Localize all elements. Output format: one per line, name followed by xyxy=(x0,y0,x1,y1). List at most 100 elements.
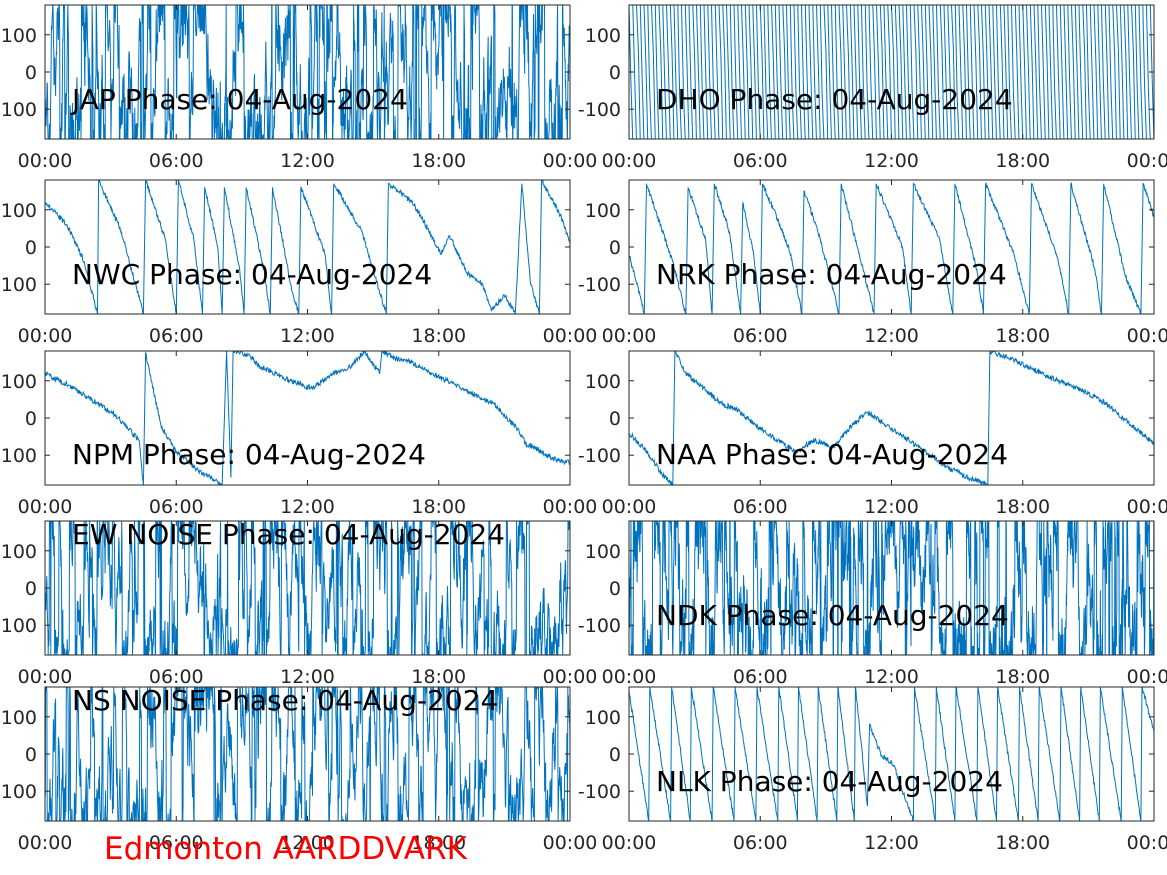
x-tick-label: 18:00 xyxy=(411,496,466,518)
y-tick-label: -100 xyxy=(578,99,621,121)
x-tick-label: 00:00 xyxy=(602,325,657,347)
y-tick-label: 0 xyxy=(25,744,37,766)
x-tick-label: 00:00 xyxy=(602,150,657,172)
panel-title-ndk: NDK Phase: 04-Aug-2024 xyxy=(656,599,1009,632)
x-tick-label: 12:00 xyxy=(280,496,335,518)
y-tick-label: -100 xyxy=(578,445,621,467)
panel-title-nwc: NWC Phase: 04-Aug-2024 xyxy=(72,258,432,291)
x-tick-label: 06:00 xyxy=(149,666,204,688)
y-tick-label: 100 xyxy=(585,371,621,393)
panel-title-ns-noise: NS NOISE Phase: 04-Aug-2024 xyxy=(72,684,498,717)
y-tick-label: -100 xyxy=(578,781,621,803)
panel-nrk: 00:00 06:00 12:00 18:00 00:00 -100 0 100 NRK Pha… xyxy=(578,179,1167,347)
x-tick-label: 06:00 xyxy=(149,832,204,854)
panel-title-nrk: NRK Phase: 04-Aug-2024 xyxy=(656,258,1007,291)
x-tick-label: 00:00 xyxy=(18,496,73,518)
axes-box-nwc xyxy=(44,179,571,315)
panel-title-nlk: NLK Phase: 04-Aug-2024 xyxy=(656,765,1003,798)
x-tick-label: 06:00 xyxy=(733,496,788,518)
y-tick-label: -100 xyxy=(0,615,37,637)
y-tick-label: 0 xyxy=(25,62,37,84)
phase-series-ndk xyxy=(629,521,1154,655)
y-tick-label: 100 xyxy=(1,371,37,393)
x-tick-label: 00:00 xyxy=(602,496,657,518)
x-tick-label: 06:00 xyxy=(149,150,204,172)
y-tick-label: 100 xyxy=(1,707,37,729)
panel-title-ew-noise: EW NOISE Phase: 04-Aug-2024 xyxy=(72,518,505,551)
phase-series-naa xyxy=(629,351,1154,485)
y-tick-label: -100 xyxy=(578,615,621,637)
x-tick-label: 00:00 xyxy=(543,666,598,688)
x-tick-label: 06:00 xyxy=(149,496,204,518)
x-tick-label: 00:00 xyxy=(543,325,598,347)
x-tick-label: 00:00 xyxy=(543,150,598,172)
y-tick-label: 0 xyxy=(25,578,37,600)
y-tick-label: 100 xyxy=(585,707,621,729)
x-tick-label: 12:00 xyxy=(280,666,335,688)
panels-grid: 00:00 06:00 12:00 18:00 00:00 -100 0 100 JAP Pha… xyxy=(0,4,1167,854)
x-tick-label: 18:00 xyxy=(995,325,1050,347)
x-tick-label: 00:00 xyxy=(602,832,657,854)
x-tick-label: 06:00 xyxy=(733,666,788,688)
y-tick-label: 0 xyxy=(609,62,621,84)
axes-box-nlk xyxy=(628,686,1155,822)
x-tick-label: 18:00 xyxy=(995,666,1050,688)
x-tick-label: 00:00 xyxy=(1127,666,1167,688)
x-tick-label: 00:00 xyxy=(1127,150,1167,172)
panel-nwc: 00:00 06:00 12:00 18:00 00:00 -100 0 100 NWC Pha… xyxy=(0,179,598,347)
x-tick-label: 00:00 xyxy=(543,496,598,518)
y-tick-label: -100 xyxy=(0,274,37,296)
x-tick-label: 06:00 xyxy=(149,325,204,347)
x-tick-label: 12:00 xyxy=(280,832,335,854)
y-tick-label: 0 xyxy=(609,408,621,430)
panel-nlk: 00:00 06:00 12:00 18:00 00:00 -100 0 100 NLK Pha… xyxy=(578,686,1167,854)
x-tick-label: 12:00 xyxy=(864,150,919,172)
panel-ndk: 00:00 06:00 12:00 18:00 00:00 -100 0 100 NDK Pha… xyxy=(578,520,1167,688)
panel-naa: 00:00 06:00 12:00 18:00 00:00 -100 0 100 NAA Pha… xyxy=(578,350,1167,518)
x-tick-label: 06:00 xyxy=(733,832,788,854)
phase-series-dho xyxy=(629,5,1154,139)
y-tick-label: 100 xyxy=(1,200,37,222)
y-tick-label: -100 xyxy=(578,274,621,296)
x-tick-label: 12:00 xyxy=(864,832,919,854)
panel-title-npm: NPM Phase: 04-Aug-2024 xyxy=(72,438,426,471)
phase-series-ew-noise xyxy=(45,521,570,655)
phase-series-nlk xyxy=(629,687,1154,821)
x-tick-label: 12:00 xyxy=(864,496,919,518)
y-tick-label: -100 xyxy=(0,99,37,121)
panel-jap: 00:00 06:00 12:00 18:00 00:00 -100 0 100 JAP Pha… xyxy=(0,4,598,172)
x-tick-label: 00:00 xyxy=(543,832,598,854)
y-tick-label: 0 xyxy=(25,237,37,259)
y-tick-label: -100 xyxy=(0,445,37,467)
phase-series-jap xyxy=(45,5,570,139)
panel-ew-noise: 00:00 06:00 12:00 18:00 00:00 -100 0 100 EW NOIS… xyxy=(0,518,597,688)
y-tick-label: 100 xyxy=(585,541,621,563)
y-tick-label: 100 xyxy=(585,25,621,47)
x-tick-label: 18:00 xyxy=(411,325,466,347)
y-tick-label: 0 xyxy=(609,744,621,766)
x-tick-label: 00:00 xyxy=(18,666,73,688)
x-tick-label: 00:00 xyxy=(1127,832,1167,854)
y-tick-label: 100 xyxy=(585,200,621,222)
panel-title-dho: DHO Phase: 04-Aug-2024 xyxy=(656,83,1013,116)
panel-title-jap: JAP Phase: 04-Aug-2024 xyxy=(70,83,408,116)
y-tick-label: 100 xyxy=(1,541,37,563)
x-tick-label: 18:00 xyxy=(411,150,466,172)
panel-ns-noise: 00:00 06:00 12:00 18:00 00:00 -100 0 100 NS NOIS… xyxy=(0,684,597,854)
panel-npm: 00:00 06:00 12:00 18:00 00:00 -100 0 100 NPM Pha… xyxy=(0,350,598,518)
x-tick-label: 18:00 xyxy=(995,150,1050,172)
x-tick-label: 18:00 xyxy=(411,666,466,688)
x-tick-label: 00:00 xyxy=(18,150,73,172)
x-tick-label: 18:00 xyxy=(995,496,1050,518)
panel-title-naa: NAA Phase: 04-Aug-2024 xyxy=(656,438,1008,471)
x-tick-label: 00:00 xyxy=(18,832,73,854)
x-tick-label: 12:00 xyxy=(864,666,919,688)
phase-series-nwc xyxy=(45,180,570,314)
axes-box-dho xyxy=(628,4,1155,140)
y-tick-label: -100 xyxy=(0,781,37,803)
y-tick-label: 0 xyxy=(609,237,621,259)
x-tick-label: 00:00 xyxy=(1127,325,1167,347)
station-footer-label: Edmonton AARDDVARK xyxy=(104,831,468,867)
y-tick-label: 100 xyxy=(1,25,37,47)
